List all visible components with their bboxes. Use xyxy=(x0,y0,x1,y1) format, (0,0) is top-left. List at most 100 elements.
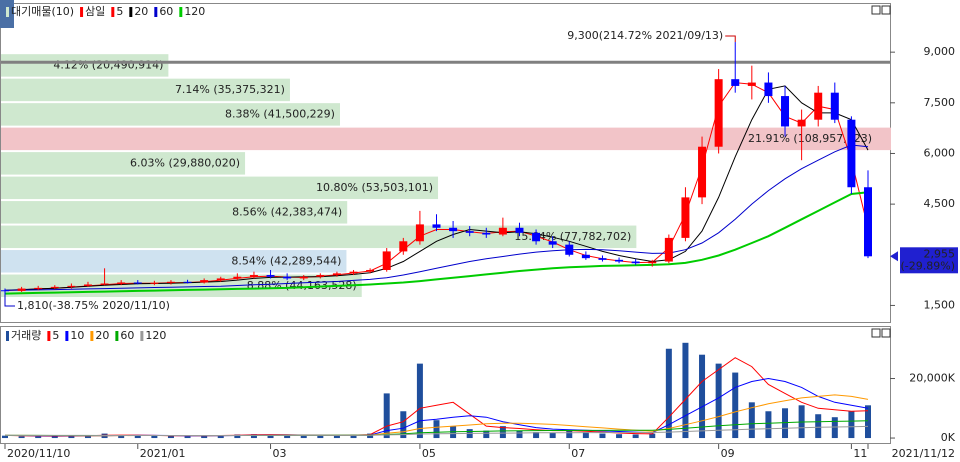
candle-body xyxy=(681,197,690,238)
volume-bar xyxy=(566,430,573,439)
candle-body xyxy=(100,283,109,285)
candle-body xyxy=(648,261,657,264)
candle-body xyxy=(299,276,308,279)
candle-body xyxy=(532,232,541,242)
volume-bar xyxy=(765,411,772,439)
volume-bar xyxy=(367,433,374,439)
candle-body xyxy=(797,119,806,127)
volume-bar xyxy=(599,433,606,439)
volume-bar xyxy=(516,430,523,439)
candle-body xyxy=(731,79,740,86)
candle-body xyxy=(598,258,607,260)
candle-body xyxy=(382,251,391,270)
volume-bar xyxy=(2,435,8,439)
volume-bar xyxy=(715,363,722,439)
candle-body xyxy=(67,285,76,287)
legend-label: 20 xyxy=(134,5,148,18)
volume-bar xyxy=(649,433,656,439)
x-tick-label: 2021/11/12 xyxy=(892,447,955,460)
volume-bar xyxy=(699,354,706,439)
volume-profile-label: 8.54% (42,289,544) xyxy=(231,254,341,267)
volume-bar xyxy=(616,434,623,439)
candle-body xyxy=(465,231,474,233)
legend-swatch xyxy=(115,331,119,341)
volume-bar xyxy=(350,434,357,439)
x-tick-label: 03 xyxy=(273,447,287,460)
volume-panel-frame xyxy=(0,326,891,444)
panel-max-button[interactable] xyxy=(871,5,881,15)
candle-body xyxy=(698,146,707,198)
volume-profile-bar xyxy=(1,225,637,249)
x-tick-label: 2021/01 xyxy=(140,447,186,460)
chart-title: 삼일 xyxy=(85,4,105,18)
volume-bar xyxy=(383,393,390,439)
legend-swatch xyxy=(6,331,9,341)
volume-bar xyxy=(782,408,789,439)
candle-body xyxy=(498,227,507,235)
candle-body xyxy=(233,276,242,279)
candle-body xyxy=(814,92,823,120)
candle-body xyxy=(200,280,209,283)
legend-swatch xyxy=(90,331,94,341)
panel-close-button[interactable] xyxy=(881,328,891,338)
x-tick-label: 05 xyxy=(422,447,436,460)
volume-bar xyxy=(400,411,407,439)
x-tick-label: 07 xyxy=(571,447,585,460)
volume-bar xyxy=(201,435,208,439)
volume-bar xyxy=(267,434,274,439)
volume-bar xyxy=(167,435,174,439)
candle-body xyxy=(332,273,341,276)
legend-swatch xyxy=(154,7,158,17)
volume-profile-label: 15.64% (77,782,702) xyxy=(514,230,631,243)
candle-body xyxy=(150,282,159,284)
moving-average-line xyxy=(4,144,869,291)
panel-close-button[interactable] xyxy=(881,5,891,15)
candle-body xyxy=(515,227,524,233)
low-marker xyxy=(4,294,15,307)
candle-body xyxy=(283,276,292,279)
candle-body xyxy=(781,96,790,127)
legend-label: 10 xyxy=(70,329,84,342)
volume-bar xyxy=(18,436,25,439)
legend-swatch xyxy=(111,7,115,17)
volume-profile-label: 7.14% (35,375,321) xyxy=(175,83,285,96)
high-annotation: 9,300(214.72% 2021/09/13) xyxy=(567,29,723,42)
volume-profile-label: 4.12% (20,490,914) xyxy=(53,58,163,71)
candle-body xyxy=(249,275,258,277)
candle-body xyxy=(830,92,839,120)
last-price-marker xyxy=(890,251,898,262)
volume-profile-bar xyxy=(1,103,340,126)
candle-body xyxy=(50,286,59,288)
legend-label: 60 xyxy=(159,5,173,18)
volume-profile-label: 10.80% (53,503,101) xyxy=(316,181,433,194)
volume-profile-label: 6.03% (29,880,020) xyxy=(130,156,240,169)
y-tick-label: 7,500 xyxy=(924,96,956,109)
candle-body xyxy=(366,269,375,272)
volume-bar xyxy=(665,348,672,439)
volume-bar xyxy=(632,434,639,439)
candle-body xyxy=(631,261,640,264)
volume-bar xyxy=(748,402,755,439)
last-change: (-29.89%) xyxy=(901,259,956,272)
volume-bar xyxy=(865,405,871,439)
panel-max-button[interactable] xyxy=(871,328,881,338)
volume-panel: 0K 20,000K xyxy=(2,342,956,444)
legend-label: 5 xyxy=(116,5,123,18)
volume-bar xyxy=(250,434,257,439)
legend-label: 5 xyxy=(52,329,59,342)
legend-swatch xyxy=(47,331,51,341)
moving-average-line xyxy=(4,191,869,295)
volume-profile-bar xyxy=(1,176,439,200)
candle-body xyxy=(183,281,192,283)
candle-body xyxy=(266,275,275,277)
candle-body xyxy=(764,82,773,97)
candle-body xyxy=(548,241,557,245)
volume-bar xyxy=(134,435,141,439)
volume-profile-bar xyxy=(1,78,290,102)
volume-bar xyxy=(582,432,589,439)
volume-bar xyxy=(118,435,125,439)
candle-body xyxy=(415,224,424,242)
candle-body xyxy=(133,282,142,284)
candle-body xyxy=(565,244,574,255)
